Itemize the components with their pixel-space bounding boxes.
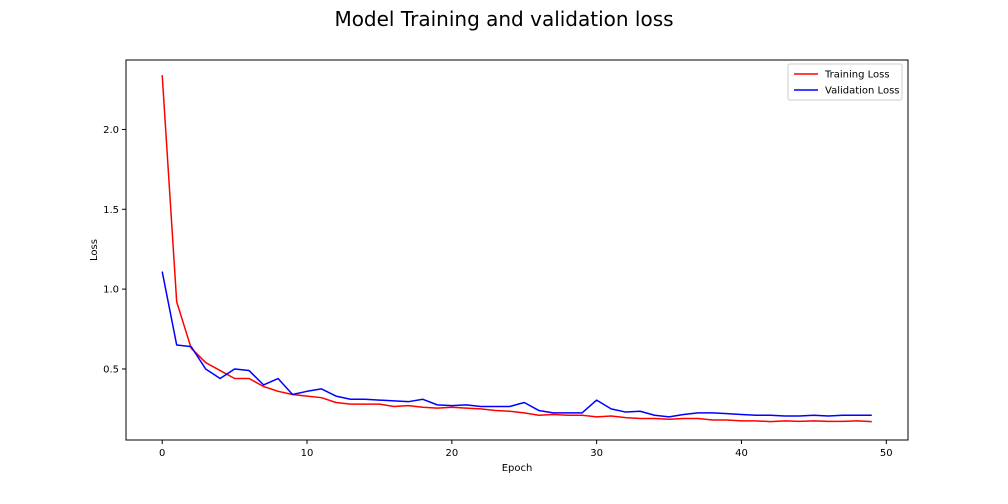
y-axis-label: Loss xyxy=(89,239,100,261)
x-tick-label: 10 xyxy=(301,448,314,459)
plot-frame xyxy=(125,59,909,441)
x-tick-label: 50 xyxy=(880,448,893,459)
y-tick-label: 2.0 xyxy=(103,125,119,136)
x-axis-label: Epoch xyxy=(502,463,533,474)
y-tick-label: 1.0 xyxy=(103,285,119,296)
chart-title: Model Training and validation loss xyxy=(334,7,673,31)
y-tick-label: 0.5 xyxy=(103,364,119,375)
x-tick-label: 40 xyxy=(735,448,748,459)
legend-label-validation-loss: Validation Loss xyxy=(825,86,900,97)
legend: Training Loss Validation Loss xyxy=(787,63,903,101)
legend-label-training-loss: Training Loss xyxy=(824,70,890,81)
x-tick-label: 20 xyxy=(445,448,458,459)
legend-box xyxy=(787,63,903,101)
x-tick-label: 30 xyxy=(590,448,603,459)
series-lines xyxy=(161,75,872,423)
series-line-training-loss xyxy=(161,75,872,423)
y-axis-ticks: 0.5 1.0 1.5 2.0 xyxy=(103,125,126,375)
y-tick-label: 1.5 xyxy=(103,205,119,216)
series-line-validation-loss xyxy=(161,271,872,418)
x-axis-ticks: 0 10 20 30 40 50 xyxy=(159,440,893,459)
x-tick-label: 0 xyxy=(159,448,165,459)
